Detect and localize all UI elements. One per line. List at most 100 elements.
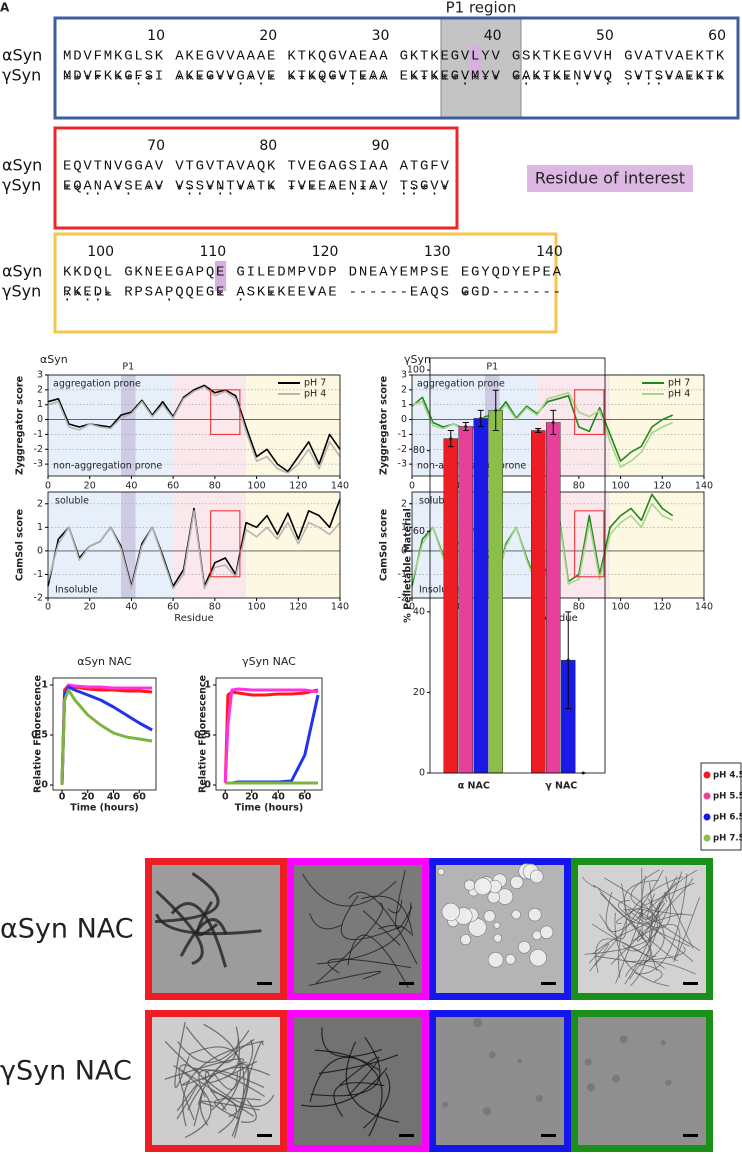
fibril — [155, 890, 204, 965]
residue-number: 20 — [259, 28, 277, 44]
legend-swatch — [703, 771, 711, 779]
y-tick-label: 0 — [401, 545, 407, 556]
legend-label: pH 5.5 — [713, 792, 742, 802]
fibril — [333, 1082, 385, 1117]
y-axis-label: % Pelletable Material — [403, 508, 414, 622]
y-tick-label: 0 — [37, 545, 43, 556]
annotation: soluble — [419, 496, 453, 507]
fibril — [179, 918, 228, 957]
micrograph — [436, 1017, 564, 1145]
x-tick-label: 120 — [289, 602, 307, 613]
annotation: aggregation prone — [53, 379, 141, 390]
residue-number: 90 — [372, 138, 390, 154]
legend-label: pH 4 — [304, 389, 326, 400]
fibril — [155, 913, 262, 936]
y-axis-label: Relative Fluorescence — [33, 675, 44, 793]
x-tick-label: 20 — [81, 792, 95, 803]
p1-band — [121, 492, 136, 598]
x-tick-label: 0 — [45, 481, 51, 492]
legend-swatch — [703, 834, 711, 842]
legend-label: pH 7 — [668, 378, 690, 389]
x-tick-label: 80 — [573, 602, 585, 613]
y-tick-label: 3 — [37, 370, 43, 381]
speck — [584, 1058, 592, 1066]
x-tick-label: 100 — [612, 481, 630, 492]
residue-number: 50 — [596, 28, 614, 44]
y-tick-label: -2 — [34, 593, 43, 604]
y-tick-label: 1 — [37, 522, 43, 533]
aggregate — [460, 934, 472, 946]
bar — [531, 430, 546, 774]
fibril — [340, 895, 403, 940]
fibril — [362, 1072, 391, 1129]
sequence: MDVFMKGLSK AKEGVVAAAE KTKQGVAEAA GKTKEGV… — [63, 49, 726, 65]
aggregate — [505, 954, 516, 965]
y-tick-label: 2 — [37, 498, 43, 509]
micrograph — [578, 1017, 706, 1145]
y-axis-label: Relative Fluorescence — [198, 675, 209, 793]
scale-bar — [541, 982, 556, 985]
aggregate — [487, 952, 504, 968]
aggregate — [529, 949, 547, 967]
y-tick-label: 0 — [419, 768, 425, 779]
annotation: non-aggregation prone — [53, 461, 162, 472]
bar — [443, 438, 458, 774]
x-tick-label: 80 — [209, 602, 221, 613]
bar — [488, 410, 503, 774]
plot-frame — [429, 357, 606, 774]
fibril — [327, 958, 412, 974]
fibril — [593, 884, 653, 922]
plot-frame — [52, 677, 157, 791]
replicate-dot — [494, 408, 498, 412]
x-tick-label: 100 — [612, 602, 630, 613]
fibril — [339, 1056, 380, 1097]
micrograph — [294, 1017, 422, 1145]
y-tick-label: -2 — [398, 593, 407, 604]
fibril — [181, 1070, 212, 1139]
fibril — [630, 924, 651, 967]
y-tick-label: 1 — [204, 680, 211, 691]
aggregate — [474, 877, 492, 896]
highlight-box — [574, 389, 605, 435]
x-tick-label: 40 — [107, 792, 121, 803]
x-tick-label: α NAC — [458, 781, 490, 792]
aggregate — [437, 868, 445, 876]
annotation: Insoluble — [419, 585, 462, 596]
micrograph — [152, 865, 280, 993]
sequence-name: γSyn — [2, 176, 41, 195]
fibril — [321, 1027, 382, 1058]
fibril — [214, 1072, 238, 1091]
sequence: EQANAVSEAV VSSVNTVATK TVEEAENIAV TSGVV — [63, 179, 451, 195]
residue-number: 100 — [87, 244, 114, 260]
fibril — [595, 938, 665, 973]
speck — [535, 1094, 543, 1102]
fibril — [625, 946, 686, 963]
fibril — [640, 875, 664, 920]
replicate-dot — [479, 416, 483, 420]
plot-frame — [47, 491, 341, 599]
fibril — [240, 1099, 257, 1123]
data-line — [223, 688, 319, 784]
fibril — [185, 1026, 239, 1064]
region-band — [173, 492, 247, 598]
x-tick-label: 60 — [298, 792, 312, 803]
y-tick-label: 1 — [401, 399, 407, 410]
y-tick-label: 2 — [401, 384, 407, 395]
fibril — [348, 891, 418, 965]
data-line — [223, 687, 319, 784]
x-tick-label: 100 — [248, 481, 266, 492]
region-band — [48, 492, 174, 598]
residue-highlight — [470, 45, 482, 75]
speck — [488, 1051, 496, 1059]
x-tick-label: 120 — [289, 481, 307, 492]
x-tick-label: 60 — [167, 481, 179, 492]
fibril — [618, 899, 690, 947]
y-tick-label: -3 — [34, 459, 43, 470]
p1-band — [121, 375, 136, 476]
x-axis-label: Time (hours) — [235, 803, 303, 814]
x-tick-label: γ NAC — [545, 781, 577, 792]
scale-bar — [399, 982, 414, 985]
aggregate — [529, 869, 544, 884]
scale-bar — [257, 1134, 272, 1137]
